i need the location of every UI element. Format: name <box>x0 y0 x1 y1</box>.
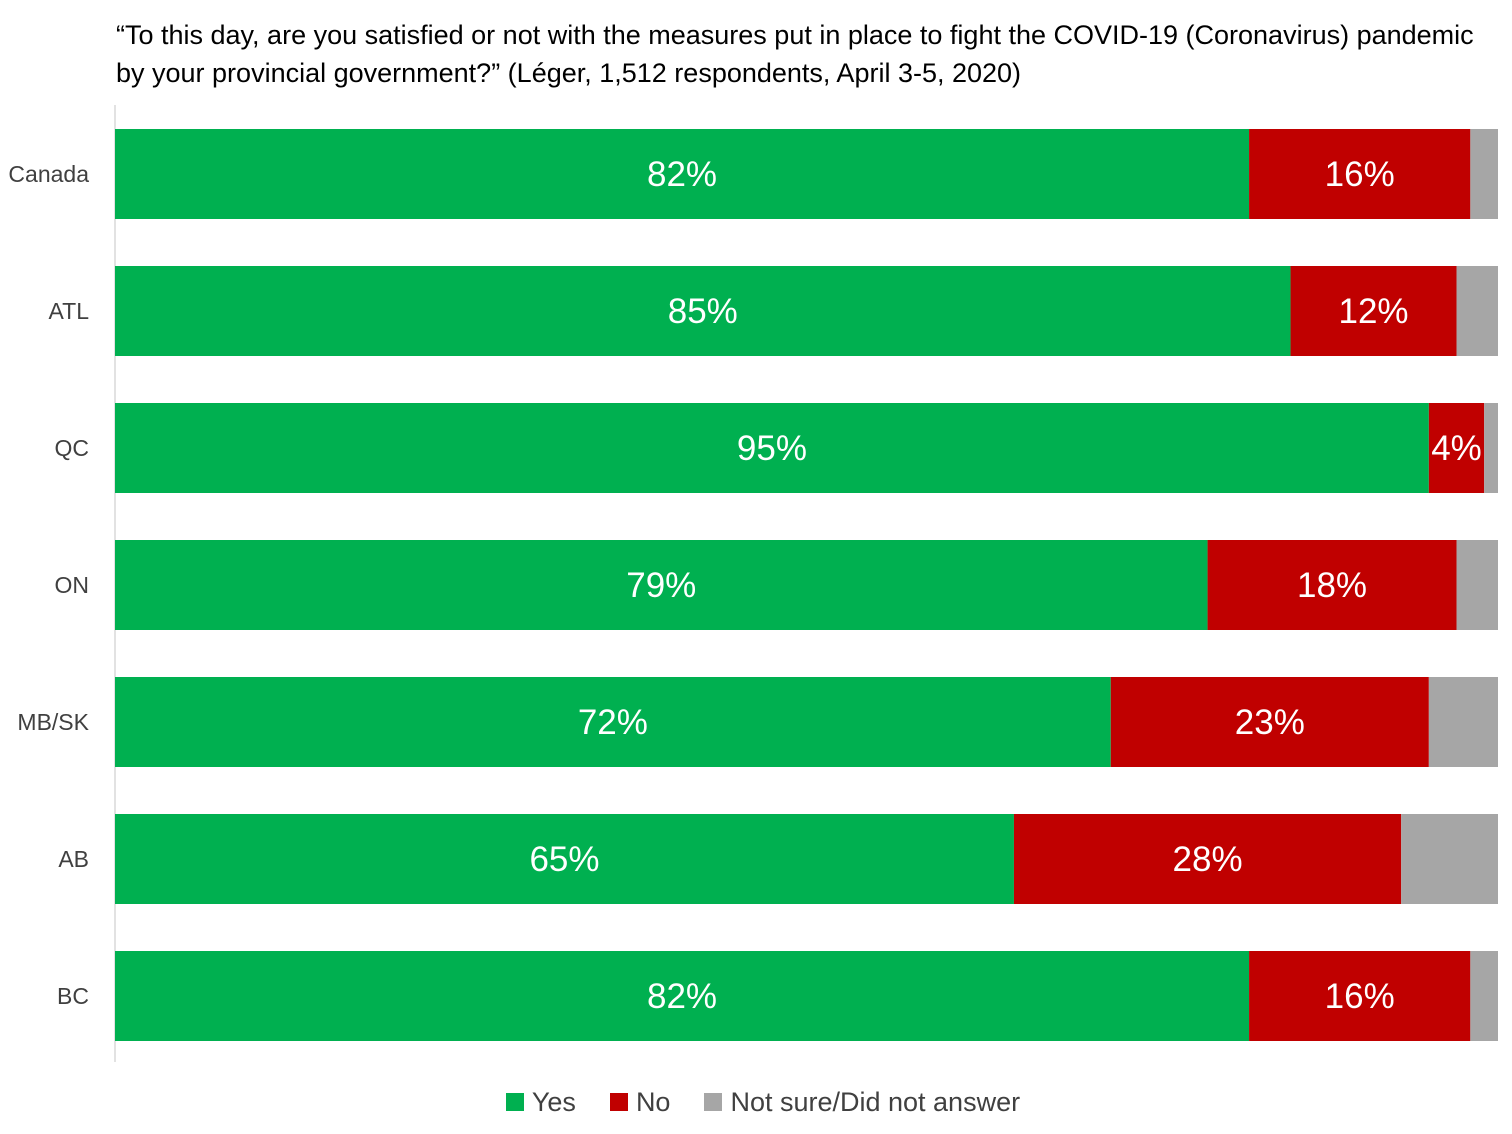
bar-not-sure-did-not-answer-mb-sk <box>1428 677 1498 767</box>
bar-no-qc <box>1428 403 1485 493</box>
data-label-no-on: 18% <box>1297 566 1367 605</box>
legend-item-no: No <box>609 1086 671 1118</box>
bar-no-bc <box>1249 951 1471 1041</box>
data-label-no-atl: 12% <box>1338 292 1408 331</box>
data-label-yes-on: 79% <box>626 566 696 605</box>
legend-item-yes: Yes <box>505 1086 576 1118</box>
data-label-no-bc: 16% <box>1325 977 1395 1016</box>
category-label-canada: Canada <box>8 161 89 187</box>
category-label-atl: ATL <box>49 298 90 324</box>
data-label-yes-qc: 95% <box>737 429 807 468</box>
bar-yes-bc <box>115 951 1250 1041</box>
bar-not-sure-did-not-answer-canada <box>1470 129 1498 219</box>
bar-yes-on <box>115 540 1208 630</box>
bar-not-sure-did-not-answer-ab <box>1401 814 1498 904</box>
bar-yes-ab <box>115 814 1014 904</box>
data-label-no-qc: 4% <box>1431 429 1482 468</box>
bar-yes-mb-sk <box>115 677 1111 767</box>
data-label-yes-bc: 82% <box>647 977 717 1016</box>
bar-not-sure-did-not-answer-qc <box>1484 403 1498 493</box>
legend-label-yes: Yes <box>531 1086 576 1117</box>
data-label-no-mb-sk: 23% <box>1235 703 1305 742</box>
legend-swatch-yes <box>505 1093 524 1111</box>
data-label-no-canada: 16% <box>1325 155 1395 194</box>
bar-no-on <box>1207 540 1457 630</box>
category-label-mb-sk: MB/SK <box>17 709 89 735</box>
bar-yes-atl <box>115 266 1291 356</box>
bars-layer: Canada 82% 16% ATL 85% 12% QC 95% 4% ON 79% 18% MB/S… <box>8 129 1498 1041</box>
category-label-bc: BC <box>57 983 89 1009</box>
bar-yes-qc <box>115 403 1429 493</box>
legend-swatch-no <box>609 1093 628 1111</box>
data-label-yes-canada: 82% <box>647 155 717 194</box>
bar-not-sure-did-not-answer-bc <box>1470 951 1498 1041</box>
legend-item-not-sure-did-not-answer: Not sure/Did not answer <box>704 1087 1020 1118</box>
data-label-no-ab: 28% <box>1173 840 1243 879</box>
bar-no-atl <box>1290 266 1457 356</box>
chart-title: “To this day, are you satisfied or not w… <box>116 20 1474 88</box>
category-label-ab: AB <box>58 846 89 872</box>
legend: Yes No Not sure/Did not answer <box>0 1084 1512 1120</box>
bar-yes-canada <box>115 129 1250 219</box>
category-label-on: ON <box>55 572 90 598</box>
category-label-qc: QC <box>55 435 90 461</box>
bar-no-canada <box>1249 129 1471 219</box>
legend-swatch-not-sure-did-not-answer <box>704 1093 723 1111</box>
data-label-yes-atl: 85% <box>668 292 738 331</box>
data-label-yes-ab: 65% <box>529 840 599 879</box>
bar-not-sure-did-not-answer-atl <box>1456 266 1498 356</box>
legend-label-no: No <box>635 1086 671 1117</box>
legend-label-not-sure-did-not-answer: Not sure/Did not answer <box>730 1086 1021 1117</box>
bar-no-mb-sk <box>1110 677 1429 767</box>
data-label-yes-mb-sk: 72% <box>578 703 648 742</box>
bar-no-ab <box>1013 814 1402 904</box>
bar-not-sure-did-not-answer-on <box>1456 540 1498 630</box>
